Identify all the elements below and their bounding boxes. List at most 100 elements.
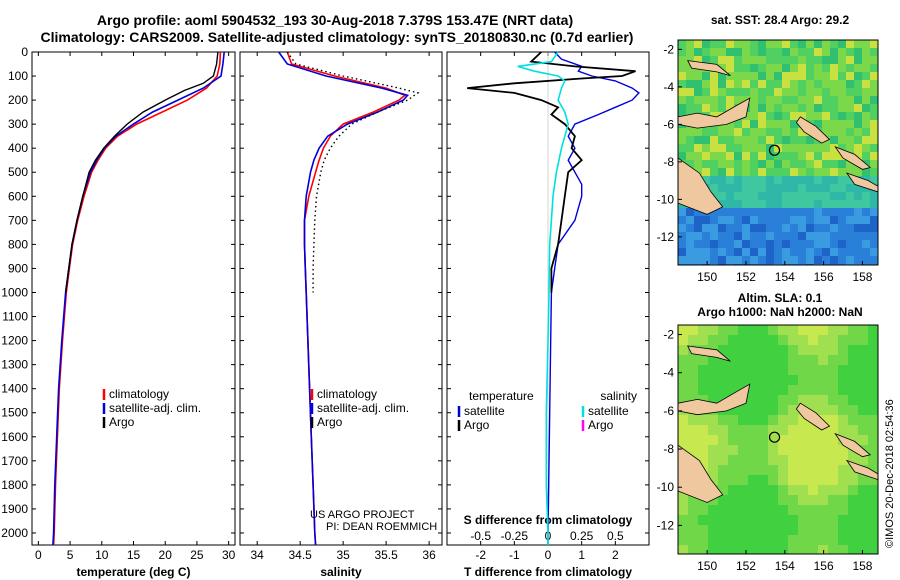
map-cell	[806, 40, 814, 48]
map-cell	[702, 144, 710, 152]
map-cell	[688, 545, 698, 554]
map-cell	[678, 325, 688, 335]
map-cell	[782, 152, 790, 160]
map-cell	[838, 96, 846, 104]
map-cell	[766, 216, 774, 224]
map-cell	[870, 232, 878, 240]
map-cell	[678, 136, 686, 144]
lat-tick-label: -8	[663, 155, 674, 169]
map-cell	[750, 200, 758, 208]
map-cell	[708, 375, 718, 385]
map-cell	[870, 40, 878, 48]
map-cell	[846, 104, 854, 112]
map-cell	[854, 128, 862, 136]
depth-tick-label: 2000	[1, 526, 28, 540]
map-cell	[728, 495, 738, 505]
map-cell	[862, 216, 870, 224]
map-cell	[808, 545, 818, 554]
map-cell	[854, 232, 862, 240]
land-mass	[677, 97, 751, 129]
map-cell	[828, 375, 838, 385]
map-cell	[710, 72, 718, 80]
map-frame	[677, 39, 879, 266]
map-cell	[822, 184, 830, 192]
map-cell	[808, 425, 818, 435]
map-cell	[798, 160, 806, 168]
map-cell	[758, 435, 768, 445]
map-cell	[830, 64, 838, 72]
map-cell	[750, 144, 758, 152]
map-cell	[854, 248, 862, 256]
map-cell	[798, 184, 806, 192]
map-cell	[768, 395, 778, 405]
map-cell	[838, 112, 846, 120]
map-cell	[774, 240, 782, 248]
map-cell	[862, 240, 870, 248]
map-cell	[678, 40, 686, 48]
map-cell	[718, 48, 726, 56]
map-cell	[758, 208, 766, 216]
map-cell	[702, 104, 710, 112]
map-cell	[678, 152, 686, 160]
map-cell	[868, 515, 878, 525]
map-cell	[710, 48, 718, 56]
map-cell	[686, 256, 694, 264]
map-cell	[718, 200, 726, 208]
map-cell	[766, 96, 774, 104]
map-cell	[788, 515, 798, 525]
map-cell	[686, 80, 694, 88]
map-cell	[838, 425, 848, 435]
map-cell	[708, 415, 718, 425]
map-cell	[858, 475, 868, 485]
map-cell	[790, 128, 798, 136]
map-cell	[790, 224, 798, 232]
map-cell	[830, 216, 838, 224]
map-cell	[870, 80, 878, 88]
map-cell	[710, 136, 718, 144]
map-cell	[870, 224, 878, 232]
map-cell	[728, 475, 738, 485]
map-cell	[766, 168, 774, 176]
map-cell	[790, 64, 798, 72]
map-cell	[838, 136, 846, 144]
map-cell	[838, 485, 848, 495]
map-cell	[758, 395, 768, 405]
map-cell	[718, 128, 726, 136]
lon-tick-label: 150	[697, 559, 717, 573]
map-cell	[750, 112, 758, 120]
map-cell	[710, 216, 718, 224]
map-cell	[798, 136, 806, 144]
map-cell	[806, 200, 814, 208]
map-cell	[830, 248, 838, 256]
map-cell	[854, 48, 862, 56]
map-cell	[830, 56, 838, 64]
map-cell	[862, 208, 870, 216]
map-cell	[782, 48, 790, 56]
map-cell	[818, 355, 828, 365]
map-cell	[774, 120, 782, 128]
map-cell	[678, 72, 686, 80]
map-cell	[828, 455, 838, 465]
depth-tick-label: 600	[8, 189, 28, 203]
map-cell	[790, 192, 798, 200]
map-cell	[848, 385, 858, 395]
map-cell	[758, 325, 768, 335]
map-cell	[782, 128, 790, 136]
map-cell	[750, 56, 758, 64]
map-cell	[854, 96, 862, 104]
map-cell	[790, 120, 798, 128]
map-cell	[750, 184, 758, 192]
map-cell	[838, 395, 848, 405]
map-cell	[846, 224, 854, 232]
map-cell	[728, 405, 738, 415]
map-cell	[728, 355, 738, 365]
map-cell	[782, 80, 790, 88]
map-cell	[758, 64, 766, 72]
map-cell	[830, 88, 838, 96]
map-cell	[782, 208, 790, 216]
map-cell	[822, 192, 830, 200]
map-cell	[818, 515, 828, 525]
map-cell	[694, 248, 702, 256]
map-cell	[790, 216, 798, 224]
map-cell	[768, 505, 778, 515]
